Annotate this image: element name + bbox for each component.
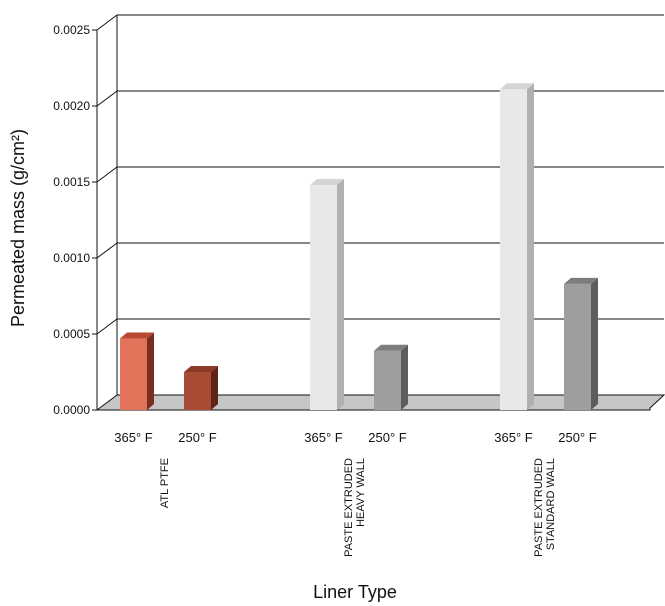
bar-temperature-label: 365° F: [304, 430, 343, 445]
bars: [120, 83, 598, 410]
bar-temperature-label: 250° F: [368, 430, 407, 445]
bar-top: [310, 179, 344, 186]
bar-temperature-label: 365° F: [494, 430, 533, 445]
group-label-line: HEAVY WALL: [355, 458, 367, 527]
y-tick-label: 0.0005: [53, 327, 90, 341]
gridline-diagonal: [96, 90, 118, 107]
bar: [120, 338, 147, 410]
y-tick-label: 0.0010: [53, 251, 90, 265]
bar-temperature-label: 365° F: [114, 430, 153, 445]
bar-side: [337, 179, 344, 410]
y-tick-label: 0.0000: [53, 403, 90, 417]
group-label: ATL PTFE: [159, 458, 171, 508]
bar-top: [500, 83, 534, 90]
bar: [310, 185, 337, 410]
y-axis-title: Permeated mass (g/cm²): [8, 129, 28, 327]
gridline-diagonal: [96, 318, 118, 335]
bar-temperature-label: 250° F: [178, 430, 217, 445]
bar: [184, 372, 211, 410]
bar: [500, 89, 527, 410]
group-label-line: ATL PTFE: [159, 458, 171, 508]
y-tick-label: 0.0025: [53, 23, 90, 37]
group-label-line: PASTE EXTRUDED: [533, 458, 545, 557]
y-tick-label: 0.0015: [53, 175, 90, 189]
y-axis: 0.0000 0.0005 0.0010 0.0015 0.0020 0.0025: [53, 23, 98, 417]
bar-top: [374, 344, 408, 351]
bar-side: [591, 277, 598, 410]
bar-side: [527, 83, 534, 410]
bar-temperature-label: 250° F: [558, 430, 597, 445]
bar-top: [184, 366, 218, 372]
group-label-line: PASTE EXTRUDED: [343, 458, 355, 557]
bar: [374, 350, 401, 410]
bar-top: [120, 332, 154, 339]
y-tick-label: 0.0020: [53, 99, 90, 113]
gridline-diagonal: [96, 166, 118, 183]
bar-top: [564, 277, 598, 284]
gridline-diagonal: [96, 242, 118, 259]
group-label: PASTE EXTRUDEDSTANDARD WALL: [533, 458, 557, 557]
bar: [564, 283, 591, 410]
group-label: PASTE EXTRUDEDHEAVY WALL: [343, 458, 367, 557]
bar-side: [401, 344, 408, 410]
group-label-line: STANDARD WALL: [545, 458, 557, 550]
gridline-diagonal: [96, 14, 118, 31]
x-axis-title: Liner Type: [313, 582, 397, 602]
bar-side: [147, 332, 154, 410]
bar-side: [211, 366, 218, 410]
